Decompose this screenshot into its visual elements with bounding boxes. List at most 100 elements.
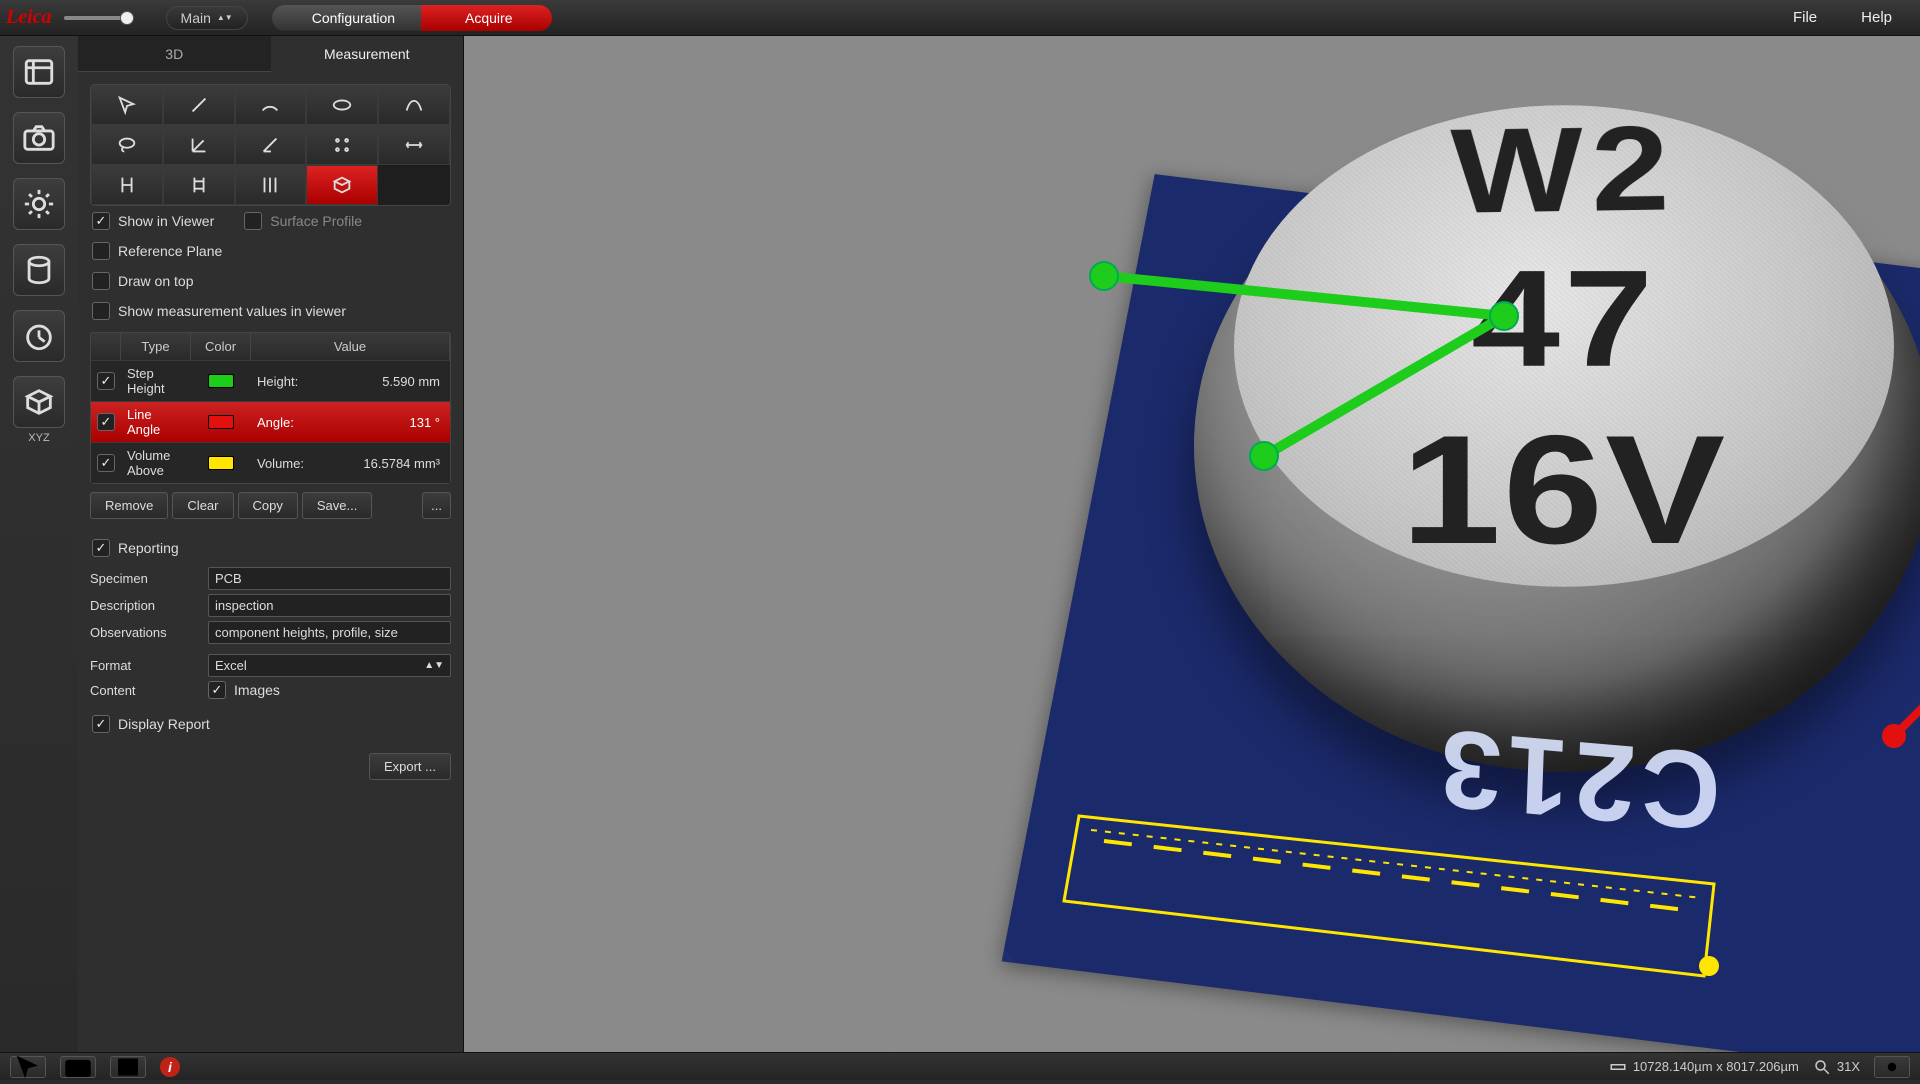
surface-profile-checkbox[interactable]: [244, 212, 262, 230]
row-checkbox[interactable]: [97, 454, 115, 472]
display-report-label: Display Report: [118, 716, 210, 732]
row-label: Angle:: [251, 410, 321, 435]
clear-button[interactable]: Clear: [172, 492, 233, 519]
sb-dimensions: 10728.140µm x 8017.206µm: [1609, 1058, 1799, 1076]
format-label: Format: [90, 658, 200, 673]
main-dropdown[interactable]: Main ▲▼: [166, 6, 248, 30]
images-label: Images: [234, 682, 280, 698]
format-select[interactable]: Excel ▲▼: [208, 654, 451, 677]
ruler-icon: [1609, 1058, 1627, 1076]
observations-input[interactable]: [208, 621, 451, 644]
save-button[interactable]: Save...: [302, 492, 372, 519]
chevron-updown-icon: ▲▼: [424, 662, 444, 670]
capacitor-top: W2 47 16V: [1234, 105, 1894, 587]
row-color-swatch[interactable]: [208, 456, 234, 470]
remove-button[interactable]: Remove: [90, 492, 168, 519]
reporting-label: Reporting: [118, 540, 179, 556]
specimen-input[interactable]: [208, 567, 451, 590]
sb-rect-button[interactable]: [110, 1056, 146, 1078]
sb-dimensions-value: 10728.140µm x 8017.206µm: [1633, 1059, 1799, 1074]
sb-zoom-value: 31X: [1837, 1059, 1860, 1074]
row-value: 131 °: [321, 410, 450, 435]
specimen-label: Specimen: [90, 571, 200, 586]
images-checkbox[interactable]: [208, 681, 226, 699]
th-color: Color: [191, 333, 251, 360]
reference-plane-label: Reference Plane: [118, 243, 222, 259]
tool-arc-icon[interactable]: [235, 85, 307, 125]
row-checkbox[interactable]: [97, 413, 115, 431]
tool-lasso-icon[interactable]: [91, 125, 163, 165]
row-label: Volume:: [251, 451, 321, 476]
reporting-checkbox[interactable]: [92, 539, 110, 557]
description-label: Description: [90, 598, 200, 613]
tool-angle2-icon[interactable]: [235, 125, 307, 165]
export-button[interactable]: Export ...: [369, 753, 451, 780]
tool-points-icon[interactable]: [306, 125, 378, 165]
info-icon[interactable]: i: [160, 1057, 180, 1077]
left-toolbar: XYZ: [0, 36, 78, 1052]
row-color-swatch[interactable]: [208, 415, 234, 429]
silkscreen-c213: C213: [1432, 703, 1722, 855]
rail-lighting-icon[interactable]: [13, 178, 65, 230]
format-value: Excel: [215, 658, 247, 673]
sb-settings-button[interactable]: [1874, 1056, 1910, 1078]
mode-acquire-button[interactable]: Acquire: [421, 5, 552, 31]
reference-plane-checkbox[interactable]: [92, 242, 110, 260]
content-label: Content: [90, 683, 200, 698]
sb-capture-button[interactable]: [60, 1056, 96, 1078]
mode-configuration-button[interactable]: Configuration: [272, 5, 435, 31]
tool-height1-icon[interactable]: [91, 165, 163, 205]
measurement-row[interactable]: Line Angle Angle:131 °: [91, 401, 450, 442]
cap-text-3: 16V: [1401, 401, 1727, 579]
help-menu[interactable]: Help: [1839, 3, 1914, 32]
th-value: Value: [251, 333, 450, 360]
row-label: Height:: [251, 369, 321, 394]
tool-pointer-icon[interactable]: [91, 85, 163, 125]
show-in-viewer-checkbox[interactable]: [92, 212, 110, 230]
draw-on-top-label: Draw on top: [118, 273, 193, 289]
copy-button[interactable]: Copy: [238, 492, 298, 519]
tab-measurement[interactable]: Measurement: [271, 36, 464, 72]
tool-volume-icon[interactable]: [306, 165, 378, 205]
tool-distance-icon[interactable]: [378, 125, 450, 165]
rail-xyz-icon[interactable]: [13, 376, 65, 428]
measurement-tool-grid: [90, 84, 451, 206]
tab-3d[interactable]: 3D: [78, 36, 271, 72]
measurement-row[interactable]: Step Height Height:5.590 mm: [91, 360, 450, 401]
cap-text-2: 47: [1471, 239, 1657, 397]
tool-line-icon[interactable]: [163, 85, 235, 125]
show-meas-values-label: Show measurement values in viewer: [118, 303, 346, 319]
top-bar: Leica Main ▲▼ Configuration Acquire File…: [0, 0, 1920, 36]
zoom-slider[interactable]: [64, 16, 134, 20]
viewer-3d[interactable]: W2 47 16V C213 9 +: [464, 36, 1920, 1052]
magnifier-icon: [1813, 1058, 1831, 1076]
sb-pointer-button[interactable]: [10, 1056, 46, 1078]
row-color-swatch[interactable]: [208, 374, 234, 388]
row-type: Step Height: [121, 361, 191, 401]
main-dropdown-label: Main: [181, 10, 211, 26]
rail-library-icon[interactable]: [13, 46, 65, 98]
show-meas-values-checkbox[interactable]: [92, 302, 110, 320]
draw-on-top-checkbox[interactable]: [92, 272, 110, 290]
file-menu[interactable]: File: [1771, 3, 1839, 32]
tool-height2-icon[interactable]: [163, 165, 235, 205]
row-type: Line Angle: [121, 402, 191, 442]
row-checkbox[interactable]: [97, 372, 115, 390]
rail-camera-icon[interactable]: [13, 112, 65, 164]
tool-curve-icon[interactable]: [378, 85, 450, 125]
row-value: 16.5784 mm³: [321, 451, 450, 476]
more-button[interactable]: ...: [422, 492, 451, 519]
tool-angle-icon[interactable]: [163, 125, 235, 165]
measurement-row[interactable]: Volume AboveVolume:16.5784 mm³: [91, 442, 450, 483]
rail-timer-icon[interactable]: [13, 310, 65, 362]
measurement-table: Type Color Value Step Height Height:5.590…: [90, 332, 451, 484]
status-bar: i 10728.140µm x 8017.206µm 31X: [0, 1052, 1920, 1080]
row-value: 5.590 mm: [321, 369, 450, 394]
rail-cylinder-icon[interactable]: [13, 244, 65, 296]
tool-height3-icon[interactable]: [235, 165, 307, 205]
display-report-checkbox[interactable]: [92, 715, 110, 733]
description-input[interactable]: [208, 594, 451, 617]
tool-ellipse-icon[interactable]: [306, 85, 378, 125]
th-type: Type: [121, 333, 191, 360]
observations-label: Observations: [90, 625, 200, 640]
